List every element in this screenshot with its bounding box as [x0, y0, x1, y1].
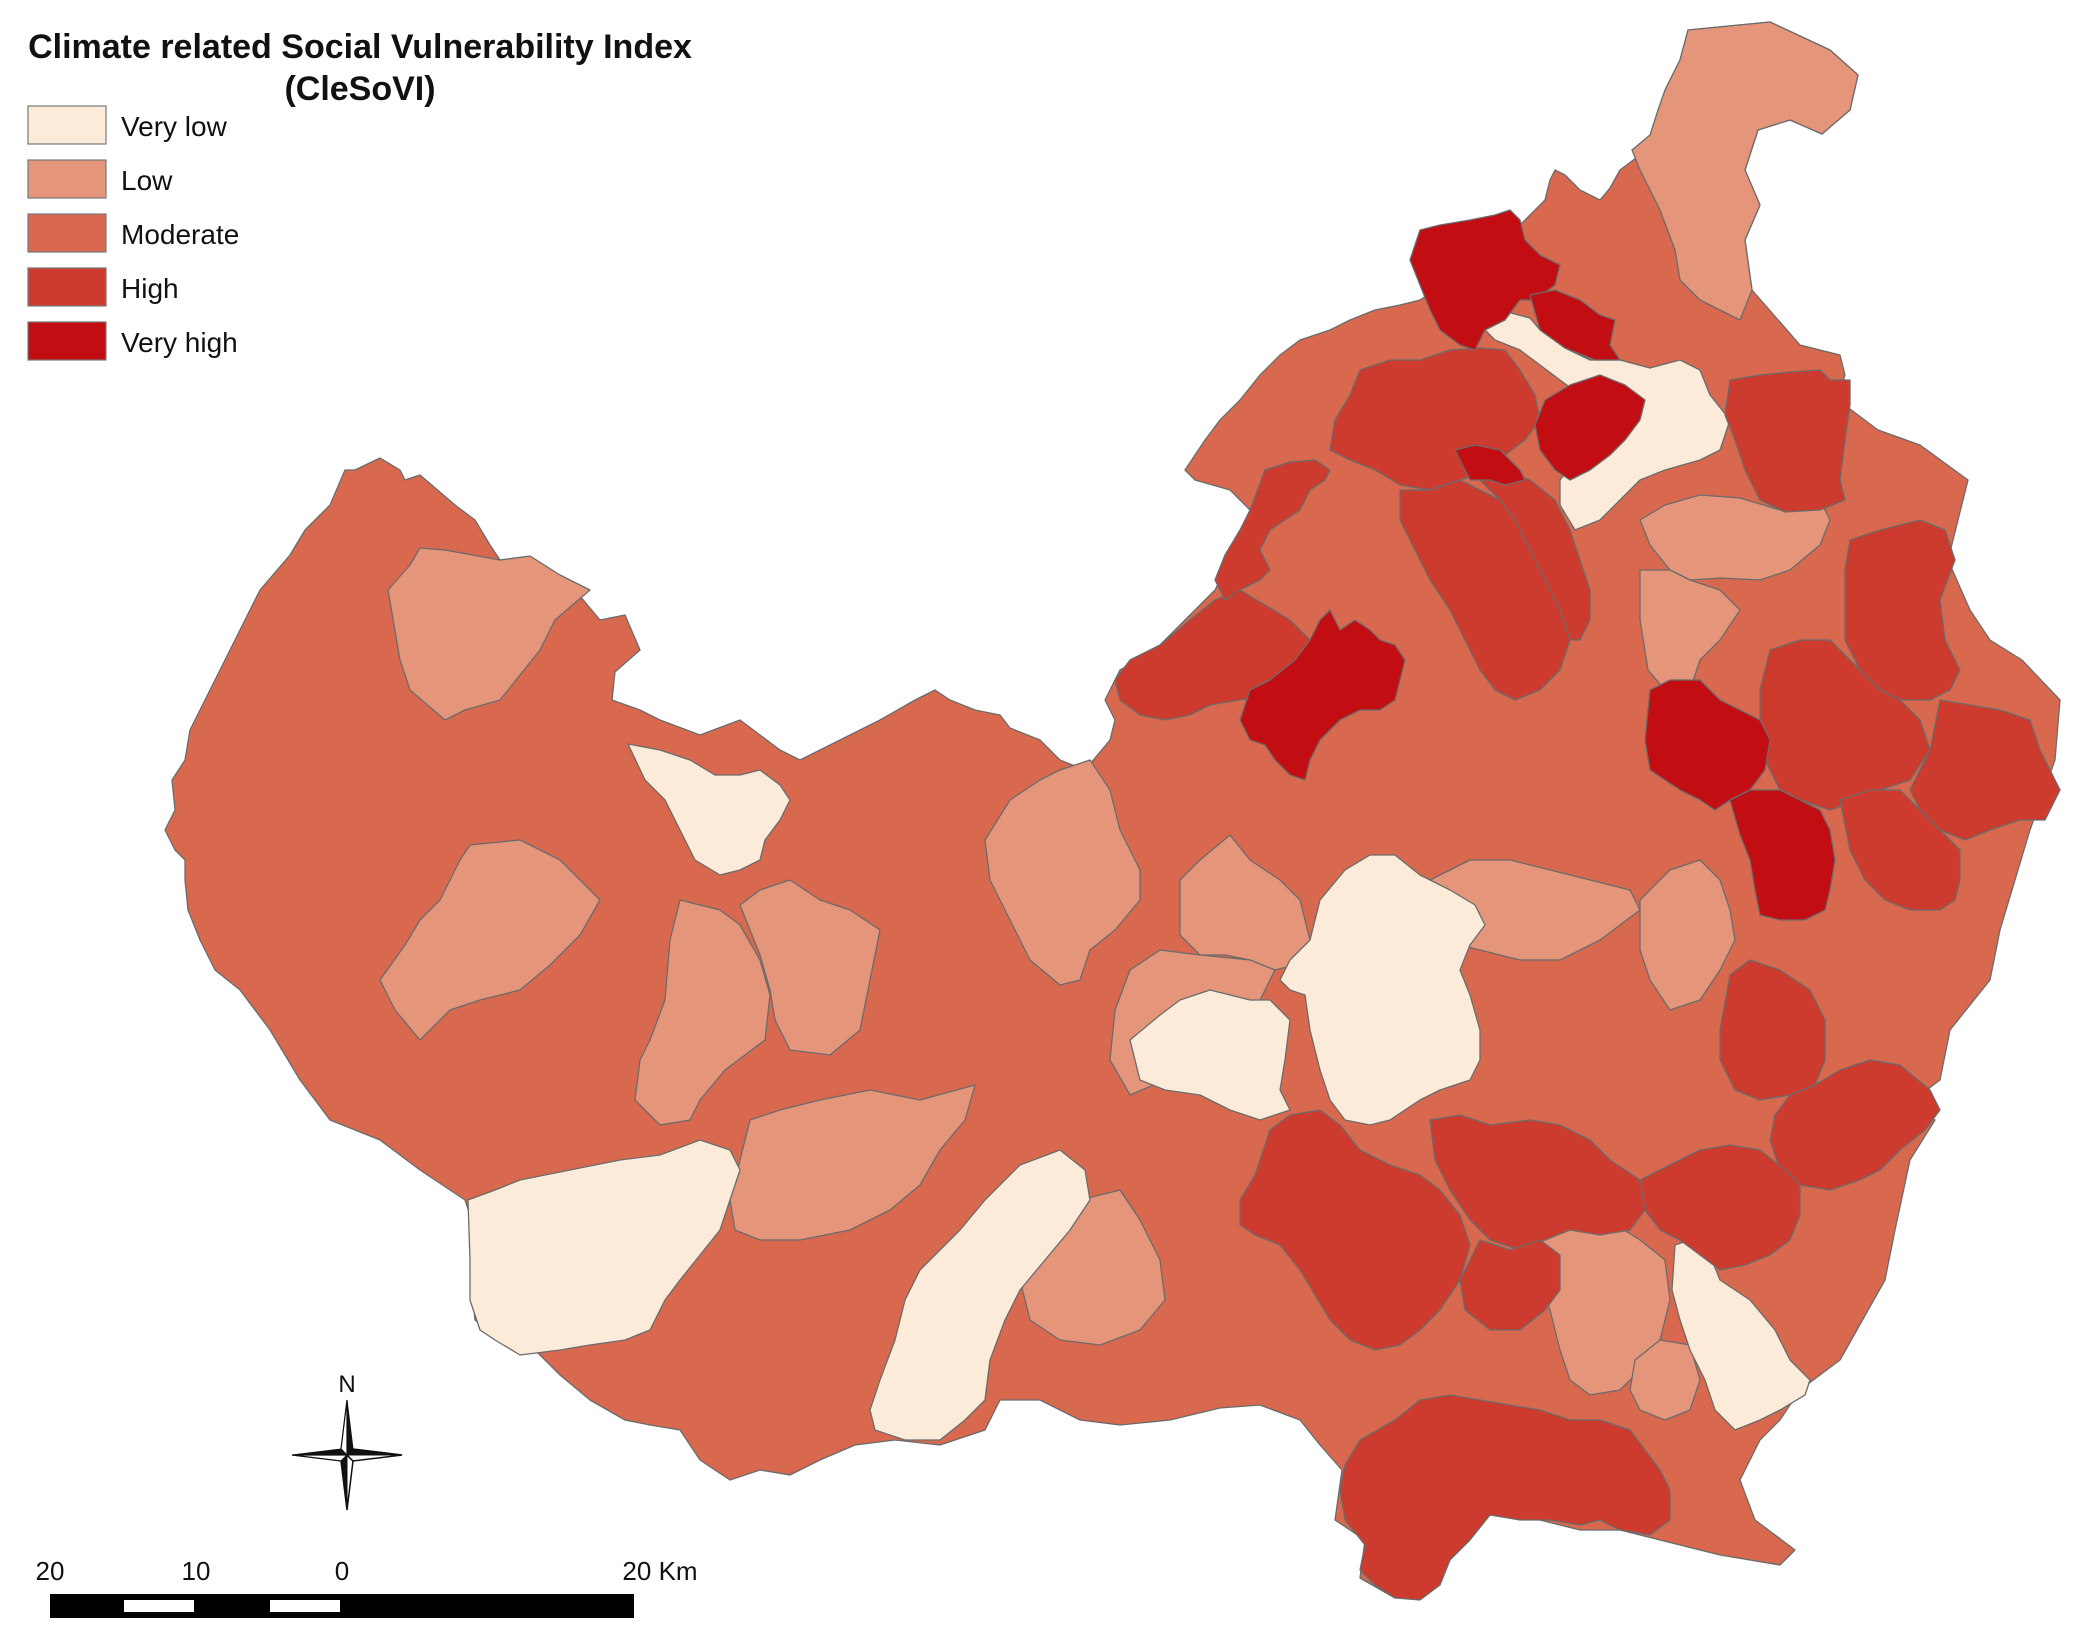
region-very-high-north-3 — [1534, 374, 1646, 481]
legend-label-very-high: Very high — [121, 327, 238, 358]
region-low-center-west — [729, 1084, 976, 1241]
scale-label-20-km: 20 Km — [622, 1556, 697, 1586]
region-very-low-southwest — [467, 1139, 741, 1356]
region-high-west-1 — [1214, 459, 1331, 601]
legend-swatch-very-low — [27, 105, 107, 145]
legend-swatch-very-high — [27, 321, 107, 361]
legend-item-very-low: Very low — [27, 105, 228, 145]
legend-swatch-low — [27, 159, 107, 199]
region-high-south-center-1 — [1429, 1114, 1646, 1251]
legend-label-moderate: Moderate — [121, 219, 239, 250]
map-title-line2: (CleSoVI) — [284, 70, 435, 108]
legend-label-very-low: Very low — [121, 111, 228, 142]
region-low-west-3 — [739, 879, 881, 1056]
choropleth-map — [164, 21, 2061, 1601]
region-low-west-1 — [379, 839, 601, 1041]
region-high-south-center-2 — [1239, 1109, 1471, 1351]
region-very-high-center — [1239, 609, 1406, 781]
scale-bar-segment — [270, 1600, 340, 1612]
region-high-north-2 — [1399, 479, 1571, 701]
region-low-center-east — [1639, 859, 1736, 1011]
region-high-northeast-1 — [1724, 369, 1851, 513]
legend-item-low: Low — [27, 159, 173, 199]
legend-item-high: High — [27, 267, 179, 307]
region-very-low-northwest — [627, 743, 791, 876]
legend-label-low: Low — [121, 165, 173, 196]
legend-label-high: High — [121, 273, 179, 304]
region-low-north-2 — [1639, 569, 1741, 691]
region-very-low-southeast — [1671, 1239, 1811, 1431]
legend: Very low Low Moderate High Very high — [27, 105, 239, 361]
map-title-line1: Climate related Social Vulnerability Ind… — [28, 28, 692, 66]
region-low-center-1 — [984, 759, 1141, 986]
region-high-south-east-1 — [1639, 1144, 1801, 1271]
legend-swatch-moderate — [27, 213, 107, 253]
region-high-north-3 — [1479, 469, 1591, 641]
region-very-high-north-2 — [1529, 289, 1621, 361]
scale-label-0: 0 — [335, 1556, 349, 1586]
north-label: N — [338, 1371, 355, 1398]
legend-item-moderate: Moderate — [27, 213, 239, 253]
region-high-east-4 — [1839, 789, 1961, 911]
region-high-south-center-3 — [1459, 1239, 1561, 1331]
region-low-south-2 — [1629, 1339, 1701, 1421]
region-low-far-northwest — [387, 547, 591, 721]
legend-item-very-high: Very high — [27, 321, 238, 361]
legend-swatch-high — [27, 267, 107, 307]
scale-bar-segment — [124, 1600, 194, 1612]
region-high-east-6 — [1769, 1059, 1941, 1191]
region-very-low-south — [869, 1149, 1091, 1441]
region-very-low-center-west — [1129, 989, 1291, 1121]
region-very-high-north-4 — [1454, 444, 1526, 486]
compass-star-icon — [291, 1399, 403, 1511]
region-high-east-1 — [1844, 519, 1961, 701]
region-high-south-1 — [1339, 1394, 1671, 1601]
scale-label-10: 10 — [182, 1556, 211, 1586]
region-high-east-3 — [1909, 699, 2061, 841]
north-arrow: N — [291, 1371, 403, 1511]
region-low-west-2 — [634, 899, 771, 1126]
region-low-north-strip — [1631, 21, 1859, 321]
region-very-low-center — [1279, 854, 1486, 1126]
scale-bar: 20 10 0 20 Km — [36, 1556, 698, 1618]
scale-label-20-left: 20 — [36, 1556, 65, 1586]
region-very-high-east-2 — [1729, 789, 1836, 921]
